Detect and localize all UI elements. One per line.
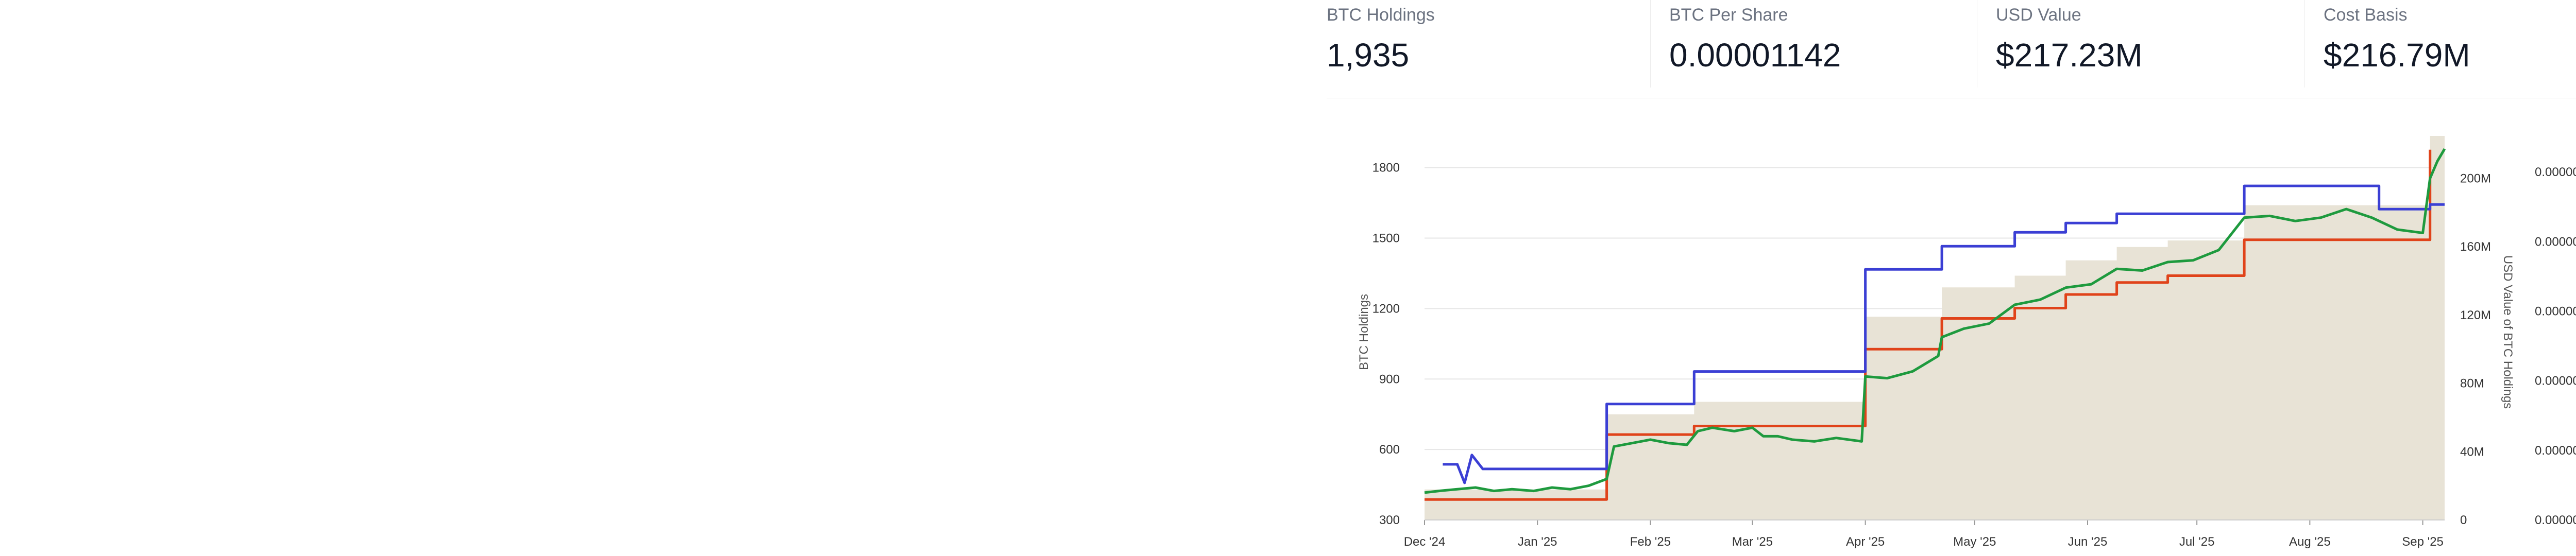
- stat-value: $217.23M: [1996, 37, 2143, 74]
- right-axis-per-share-tick-label: 0.0000075: [2535, 235, 2576, 249]
- x-axis-tick-label: Mar '25: [1732, 535, 1773, 549]
- stat-label: BTC Per Share: [1669, 5, 1788, 25]
- stat-value: $216.79M: [2324, 37, 2470, 74]
- left-axis-tick-label: 900: [1379, 372, 1400, 386]
- left-axis-tick-label: 1800: [1372, 161, 1400, 175]
- x-axis-tick-label: Jun '25: [2068, 535, 2108, 549]
- right-axis-usd-title: USD Value of BTC Holdings: [2501, 255, 2515, 409]
- left-axis-tick-label: 1500: [1372, 232, 1400, 246]
- x-axis-tick-label: Sep '25: [2402, 535, 2444, 549]
- stat-divider: [1650, 0, 1651, 88]
- x-axis-tick-label: May '25: [1953, 535, 1996, 549]
- right-axis-usd-tick-label: 0: [2460, 513, 2467, 527]
- stat-label: USD Value: [1996, 5, 2081, 25]
- left-axis-tick-label: 1200: [1372, 302, 1400, 316]
- stats-bar: BTC Holdings 1,935 BTC Per Share 0.00001…: [1327, 0, 2576, 98]
- x-axis-tick-label: Apr '25: [1846, 535, 1885, 549]
- stat-label: BTC Holdings: [1327, 5, 1435, 25]
- right-axis-usd-tick-label: 120M: [2460, 308, 2491, 322]
- left-axis-title: BTC Holdings: [1357, 294, 1371, 370]
- series-cost-basis-line: [1425, 149, 2432, 501]
- stat-divider: [2304, 0, 2305, 88]
- right-axis-per-share-tick-label: 0.000006: [2535, 304, 2576, 318]
- right-axis-per-share-tick-label: 0.000009: [2535, 165, 2576, 179]
- series-usd-value-of-btc-holdings-line: [1424, 148, 2446, 494]
- right-axis-per-share-tick-label: 0.0000015: [2535, 513, 2576, 527]
- x-axis-tick-label: Jan '25: [1518, 535, 1557, 549]
- right-axis-usd-tick-label: 40M: [2460, 445, 2484, 459]
- right-axis-usd-tick-label: 160M: [2460, 240, 2491, 254]
- series-btc-per-share-line: [1443, 184, 2445, 484]
- x-axis-tick-label: Feb '25: [1630, 535, 1671, 549]
- x-axis-tick-label: Aug '25: [2289, 535, 2331, 549]
- right-axis-per-share-tick-label: 0.0000045: [2535, 374, 2576, 388]
- right-axis-usd-tick-label: 200M: [2460, 171, 2491, 185]
- stat-value: 0.00001142: [1669, 37, 1841, 74]
- right-axis-usd-tick-label: 80M: [2460, 377, 2484, 391]
- right-axis-per-share-tick-label: 0.000003: [2535, 444, 2576, 458]
- left-axis-tick-label: 300: [1379, 513, 1400, 527]
- series-btc-holdings-area: [1425, 136, 2445, 520]
- left-axis-tick-label: 600: [1379, 443, 1400, 457]
- x-axis-tick-label: Jul '25: [2179, 535, 2215, 549]
- stat-label: Cost Basis: [2324, 5, 2408, 25]
- x-axis-tick-label: Dec '24: [1404, 535, 1446, 549]
- stat-value: 1,935: [1327, 37, 1410, 74]
